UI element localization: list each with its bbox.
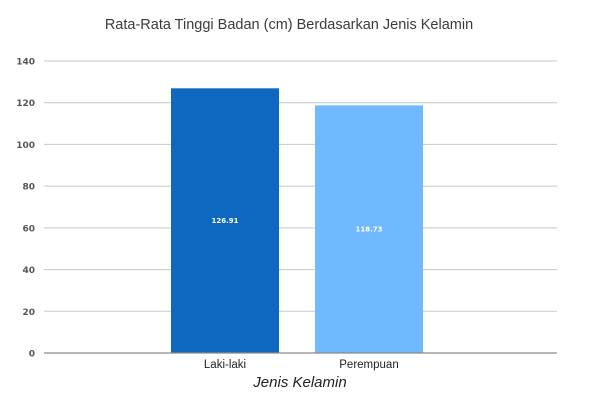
bars: 126.91 118.73 [171, 88, 423, 353]
y-axis-ticks: 0 20 40 60 80 100 120 140 [16, 58, 35, 360]
chart-title: Rata-Rata Tinggi Badan (cm) Berdasarkan … [105, 17, 473, 33]
bar [171, 88, 279, 353]
y-tick-label: 80 [22, 183, 35, 193]
y-tick-label: 0 [29, 350, 35, 360]
x-axis-ticks: Laki-laki Perempuan [204, 359, 399, 371]
y-tick-label: 140 [16, 58, 35, 68]
x-axis-label: Jenis Kelamin [252, 374, 346, 391]
bar [315, 105, 423, 353]
x-tick-label: Laki-laki [204, 359, 246, 371]
x-tick-label: Perempuan [339, 359, 398, 371]
y-tick-label: 20 [22, 308, 35, 318]
y-tick-label: 120 [16, 99, 35, 109]
gridlines [44, 60, 557, 312]
bar-data-label: 118.73 [355, 226, 382, 234]
y-tick-label: 60 [22, 224, 35, 234]
bar-data-label: 126.91 [211, 217, 238, 225]
y-tick-label: 40 [22, 266, 35, 276]
y-tick-label: 100 [16, 141, 35, 151]
